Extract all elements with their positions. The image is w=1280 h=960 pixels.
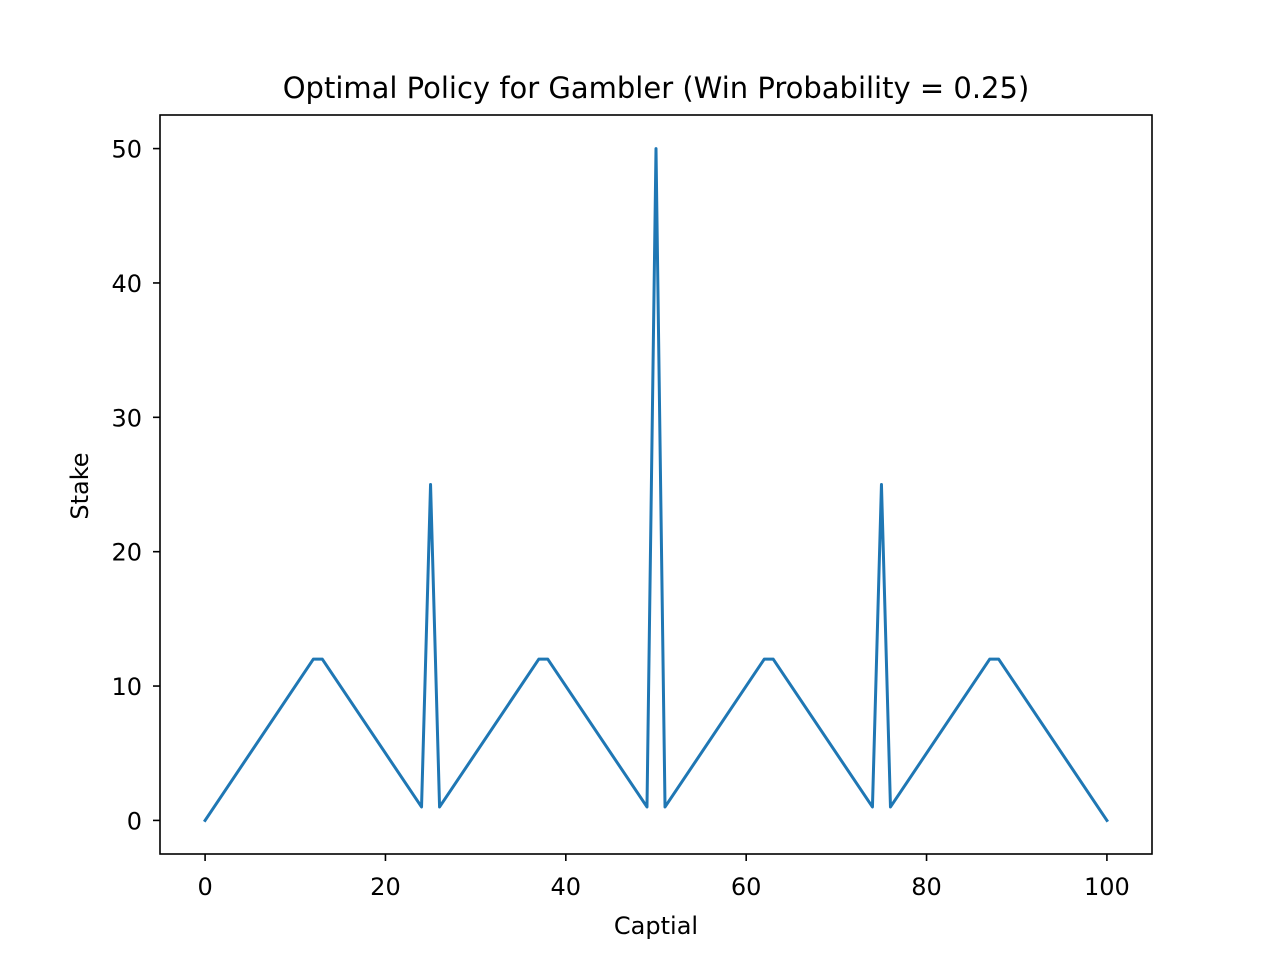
- y-tick-label: 20: [111, 539, 142, 567]
- y-tick-label: 50: [111, 136, 142, 164]
- x-axis-label: Captial: [614, 912, 698, 940]
- y-tick-label: 30: [111, 404, 142, 432]
- y-axis-label: Stake: [66, 452, 94, 519]
- x-tick-label: 40: [551, 873, 582, 901]
- x-tick-label: 60: [731, 873, 762, 901]
- chart-title: Optimal Policy for Gambler (Win Probabil…: [283, 71, 1030, 105]
- x-tick-label: 0: [197, 873, 212, 901]
- x-tick-label: 100: [1084, 873, 1130, 901]
- y-tick-label: 0: [127, 807, 142, 835]
- y-tick-label: 10: [111, 673, 142, 701]
- x-tick-label: 20: [370, 873, 401, 901]
- y-tick-label: 40: [111, 270, 142, 298]
- x-tick-label: 80: [911, 873, 942, 901]
- series-line: [203, 147, 1109, 823]
- plot-area: 0 20 40 60 80 100 0 10 20 30 40 50: [111, 114, 1153, 901]
- axes-frame: [159, 114, 1153, 855]
